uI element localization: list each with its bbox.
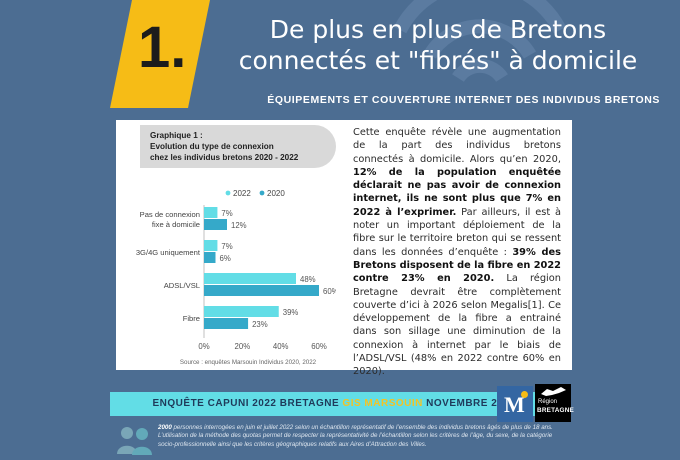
chart-label-line-2: Evolution du type de connexion	[150, 142, 274, 151]
people-icon	[117, 427, 152, 455]
content-panel: Graphique 1 : Evolution du type de connex…	[116, 120, 572, 377]
category-label: 3G/4G uniquement	[136, 248, 201, 257]
body-text-3: La région Bretagne devrait être complète…	[353, 273, 561, 378]
methodology-count: 2000	[158, 424, 172, 431]
bar-2020-2	[204, 285, 319, 296]
band-highlight: GIS MARSOUIN	[342, 398, 423, 409]
x-tick-label: 60%	[311, 342, 327, 351]
band-part-1: ENQUÊTE CAPUNI 2022 BRETAGNE	[152, 398, 343, 409]
body-text: Cette enquête révèle une augmentation de…	[353, 126, 561, 379]
title-line-2: connectés et "fibrés" à domicile	[238, 46, 638, 75]
data-label: 7%	[221, 209, 232, 218]
legend-label-2020: 2020	[267, 189, 285, 198]
body-bold-2: 39% des Bretons disposent de la fibre en…	[353, 246, 561, 285]
data-label: 12%	[231, 221, 247, 230]
section-number: 1.	[138, 15, 187, 80]
data-label: 6%	[220, 254, 231, 263]
category-label: ADSL/VSL	[164, 281, 200, 290]
chart-label-line-3: chez les individus bretons 2020 - 2022	[150, 153, 299, 162]
page-subtitle: ÉQUIPEMENTS ET COUVERTURE INTERNET DES I…	[267, 94, 660, 106]
title-line-1: De plus en plus de Bretons	[269, 15, 607, 44]
bar-2022-1	[204, 240, 218, 251]
data-label: 48%	[300, 275, 316, 284]
chart-label-line-1: Graphique 1 :	[150, 131, 203, 140]
bar-2020-1	[204, 252, 216, 263]
bar-2022-2	[204, 273, 296, 284]
region-logo-line-2: BRETAGNE	[537, 407, 574, 414]
body-text-1: Cette enquête révèle une augmentation de…	[353, 127, 561, 165]
body-bold-1: 12% de la population enquêtée déclarait …	[353, 166, 561, 218]
data-label: 23%	[252, 320, 268, 329]
marsouin-logo-letter: M	[504, 392, 525, 417]
region-bretagne-logo: Région BRETAGNE	[535, 384, 574, 422]
chart-label-box: Graphique 1 : Evolution du type de connex…	[140, 125, 336, 168]
data-label: 7%	[221, 242, 232, 251]
x-tick-label: 40%	[273, 342, 289, 351]
bar-2022-3	[204, 306, 279, 317]
chart-source: Source : enquêtes Marsouin Individus 202…	[180, 359, 317, 366]
survey-band-text: ENQUÊTE CAPUNI 2022 BRETAGNE GIS MARSOUI…	[110, 398, 558, 409]
bar-2020-3	[204, 318, 249, 329]
category-label: Fibre	[183, 314, 200, 323]
methodology-text: personnes interrogées en juin et juillet…	[158, 424, 553, 448]
methodology-note: 2000 personnes interrogées en juin et ju…	[158, 424, 570, 449]
data-label: 39%	[283, 308, 299, 317]
marsouin-logo: M	[497, 386, 533, 422]
legend-marker-2020	[259, 190, 265, 196]
marsouin-logo-dot	[521, 391, 528, 398]
category-label: fixe à domicile	[152, 220, 200, 229]
legend-label-2022: 2022	[233, 189, 251, 198]
chart-label: Graphique 1 : Evolution du type de connex…	[150, 130, 330, 163]
data-label: 60%	[323, 287, 336, 296]
bar-2022-0	[204, 207, 218, 218]
survey-band: ENQUÊTE CAPUNI 2022 BRETAGNE GIS MARSOUI…	[110, 392, 558, 416]
x-tick-label: 0%	[198, 342, 209, 351]
bar-2020-0	[204, 219, 227, 230]
category-label: Pas de connexion	[140, 210, 200, 219]
page-title: De plus en plus de Bretons connectés et …	[218, 14, 658, 76]
legend-marker-2022	[225, 190, 231, 196]
x-tick-label: 20%	[235, 342, 251, 351]
band-part-3: NOVEMBRE 2022	[422, 398, 516, 409]
ermine-icon	[541, 387, 566, 396]
body-text-2: Par ailleurs, il est à noter un importan…	[353, 206, 561, 258]
region-logo-line-1: Région	[538, 399, 558, 405]
